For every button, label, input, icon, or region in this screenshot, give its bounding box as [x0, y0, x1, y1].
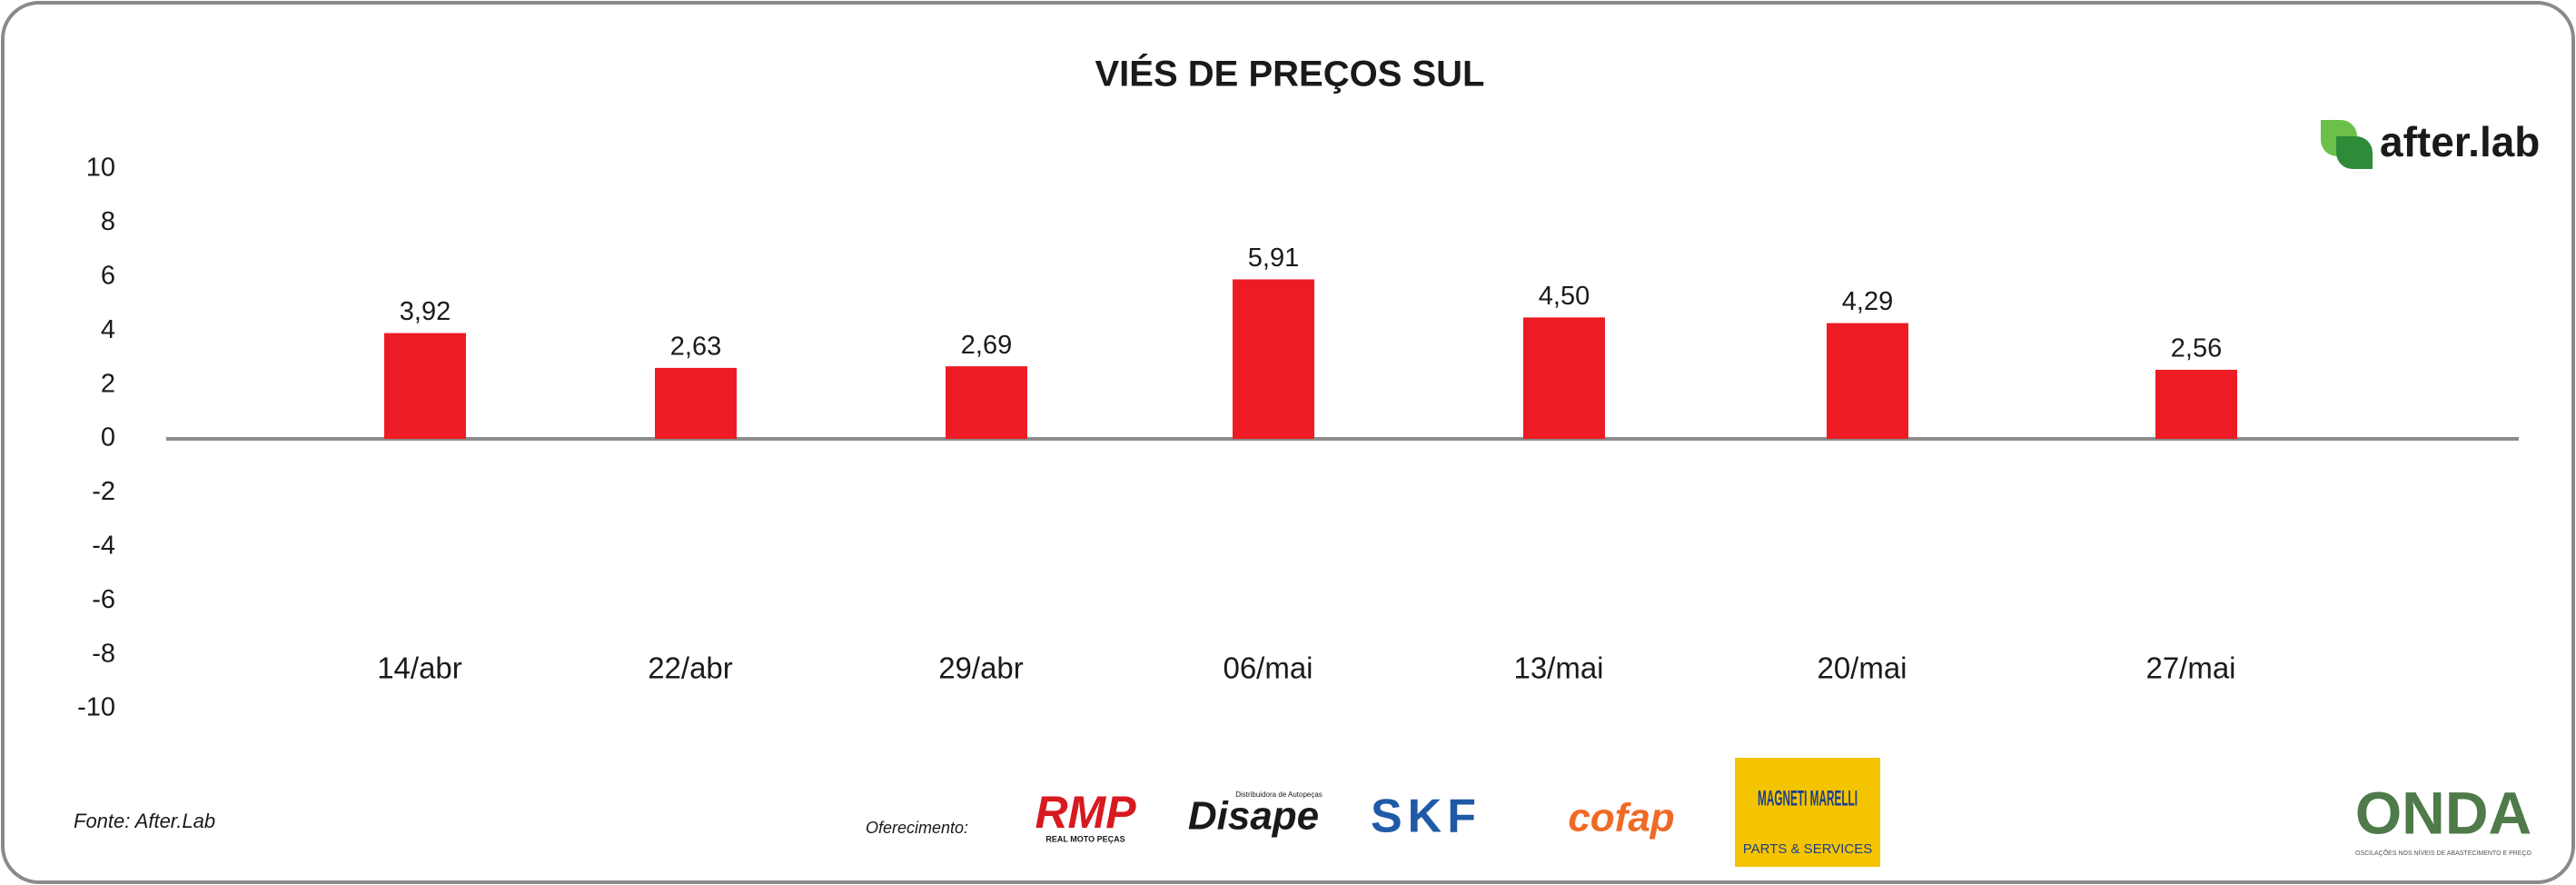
sponsor-logo: MAGNETI MARELLI: [1758, 786, 1858, 810]
y-tick-label: 10: [86, 154, 115, 183]
sponsor-logo: RMP: [1035, 787, 1136, 838]
sponsor-tagline: PARTS & SERVICES: [1743, 841, 1873, 857]
bar: [1827, 323, 1908, 439]
value-label: 2,69: [961, 331, 1012, 360]
bar: [1233, 279, 1314, 439]
x-tick-label: 13/mai: [1513, 651, 1603, 685]
sponsor-logo: SKF: [1371, 791, 1481, 843]
sponsor-tagline: Distribuidora de Autopeças: [1235, 791, 1323, 799]
bar: [384, 333, 466, 439]
y-tick-label: -2: [92, 477, 115, 506]
bar: [655, 367, 737, 439]
brand-logo: after.lab: [2321, 118, 2540, 169]
sponsor-box: [1735, 758, 1880, 867]
y-tick-label: 2: [101, 369, 115, 398]
y-tick-label: 8: [101, 207, 115, 236]
x-tick-label: 06/mai: [1223, 651, 1313, 685]
sponsor-logo: cofap: [1568, 796, 1674, 840]
x-tick-label: 29/abr: [938, 651, 1024, 685]
onda-logo: ONDA: [2355, 779, 2531, 846]
source: Fonte: After.Lab: [74, 810, 215, 832]
value-label: 4,50: [1539, 282, 1590, 311]
y-tick-label: -4: [92, 531, 115, 560]
chart-title: VIÉS DE PREÇOS SUL: [1095, 54, 1485, 94]
bar: [1523, 317, 1605, 439]
value-label: 4,29: [1842, 287, 1893, 316]
value-label: 2,63: [670, 333, 721, 362]
x-tick-label: 27/mai: [2145, 651, 2235, 685]
sponsor-label: Oferecimento:: [866, 819, 968, 837]
x-tick-label: 20/mai: [1817, 651, 1907, 685]
y-tick-label: 4: [101, 315, 115, 344]
x-tick-label: 14/abr: [377, 651, 462, 685]
y-tick-label: 0: [101, 423, 115, 452]
value-label: 3,92: [400, 297, 451, 326]
bar: [946, 366, 1027, 439]
y-tick-label: 6: [101, 261, 115, 290]
y-tick-label: -10: [77, 693, 115, 722]
value-label: 5,91: [1248, 244, 1299, 273]
brand-name: after.lab: [2380, 118, 2540, 165]
y-tick-label: -6: [92, 585, 115, 614]
onda-tagline: OSCILAÇÕES NOS NÍVEIS DE ABASTECIMENTO E…: [2355, 849, 2532, 857]
sponsor-tagline: REAL MOTO PEÇAS: [1045, 834, 1125, 843]
bar: [2155, 369, 2237, 439]
brand-icon: [2336, 136, 2373, 169]
y-tick-label: -8: [92, 639, 115, 668]
x-tick-label: 22/abr: [648, 651, 733, 685]
value-label: 2,56: [2171, 334, 2222, 363]
sponsor-logo: Disape: [1188, 794, 1319, 839]
